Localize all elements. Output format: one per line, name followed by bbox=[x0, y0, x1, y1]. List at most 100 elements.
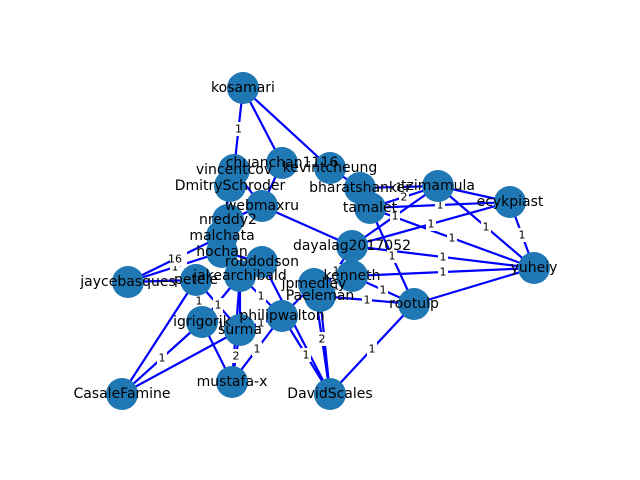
node-kevintcheung bbox=[314, 152, 346, 184]
edge-label-background bbox=[367, 342, 377, 356]
node-label-vincentcov: vincentcov bbox=[196, 162, 272, 178]
node-label-tamalet: tamalet bbox=[343, 200, 398, 216]
node-label-hochan: hochan bbox=[196, 244, 247, 260]
node-yuheiy bbox=[518, 252, 550, 284]
node-jaycebasques bbox=[112, 266, 144, 298]
node-label-philipwalton: philipwalton bbox=[239, 308, 324, 324]
edge-weight-label: 2 bbox=[233, 350, 240, 363]
edge-label-background bbox=[438, 250, 448, 264]
edge-label-background bbox=[170, 252, 187, 266]
node-philipwalton bbox=[266, 300, 298, 332]
edge-weight-label: 1 bbox=[437, 199, 444, 212]
edge-kosamari-kevintcheung bbox=[242, 87, 331, 169]
node-label-dayalag2017052: dayalag2017052 bbox=[293, 238, 411, 254]
node-DmitrySchroder bbox=[214, 170, 246, 202]
edge-weight-label: 2 bbox=[319, 333, 326, 346]
node-hochan bbox=[206, 236, 238, 268]
edge-weight-label: 1 bbox=[483, 221, 490, 234]
edge-label-background bbox=[394, 180, 404, 194]
node-tamalet bbox=[354, 192, 386, 224]
edge-weight-label: 1 bbox=[449, 232, 456, 245]
edge-weight-label: 1 bbox=[254, 343, 261, 356]
node-label-surma: surma bbox=[218, 322, 262, 338]
edge-label-background bbox=[256, 289, 266, 303]
node-label-mustafa-x: mustafa-x bbox=[197, 374, 268, 390]
edge-weight-label: 1 bbox=[303, 349, 310, 362]
node-label-webmaxru: webmaxru bbox=[225, 198, 299, 214]
node-label-DmitrySchroder: DmitrySchroder bbox=[175, 178, 286, 194]
edge-label-background bbox=[301, 348, 311, 362]
edge-weight-label: 1 bbox=[440, 251, 447, 264]
node-label-kosamari: kosamari bbox=[211, 80, 275, 96]
node-label-jaycebasques: jaycebasques bbox=[79, 274, 176, 290]
edge-CasaleFamine-surma bbox=[121, 329, 241, 395]
edge-label-background bbox=[435, 198, 445, 212]
edge-label-background bbox=[517, 228, 527, 242]
node-label-tzimamula: tzimamula bbox=[401, 178, 475, 194]
node-mustafa-x bbox=[216, 366, 248, 398]
edge-label-background bbox=[362, 293, 372, 307]
node-label-robdodson: robdodson bbox=[225, 254, 299, 270]
edge-label-background bbox=[170, 260, 180, 274]
edge-label-background bbox=[438, 265, 448, 279]
edge-weight-label: 1 bbox=[369, 343, 376, 356]
node-label-chuanchan1116: chuanchan1116 bbox=[226, 155, 339, 171]
edge-label-background bbox=[378, 283, 388, 297]
edge-weight-label: 1 bbox=[333, 265, 340, 278]
node-petele bbox=[180, 264, 212, 296]
edge-weight-label: 1 bbox=[364, 294, 371, 307]
edge-label-background bbox=[233, 122, 244, 136]
node-label-CasaleFamine: CasaleFamine bbox=[73, 386, 170, 402]
edge-weight-label: 1 bbox=[389, 250, 396, 263]
node-label-yuheiy: yuheiy bbox=[511, 260, 558, 276]
edge-weight-label: 1 bbox=[235, 123, 242, 136]
node-label-nreddy2: nreddy2 bbox=[199, 212, 257, 228]
edge-weight-label: 1 bbox=[159, 352, 166, 365]
node-jpmedley bbox=[298, 268, 330, 300]
edge-CasaleFamine-petele bbox=[121, 279, 197, 395]
edge-weight-label: 1 bbox=[380, 284, 387, 297]
edge-label-background bbox=[157, 351, 167, 365]
node-kenneth bbox=[336, 260, 368, 292]
node-dayalag2017052 bbox=[336, 230, 368, 262]
node-webmaxru bbox=[246, 190, 278, 222]
edge-weight-label: 1 bbox=[215, 299, 222, 312]
node-chuanchan1116 bbox=[266, 147, 298, 179]
edge-weight-label: 1 bbox=[440, 266, 447, 279]
node-kosamari bbox=[227, 72, 259, 104]
node-label-jakearchibald: jakearchibald bbox=[192, 268, 286, 284]
node-tzimamula bbox=[422, 170, 454, 202]
edge-weight-label: 1 bbox=[396, 181, 403, 194]
edge-weight-label: 16 bbox=[168, 253, 182, 266]
node-rootulp bbox=[398, 288, 430, 320]
edge-label-background bbox=[216, 319, 226, 333]
edge-label-background bbox=[447, 231, 457, 245]
node-label-bharatshanker: bharatshanker bbox=[309, 180, 411, 196]
node-label-kenneth: kenneth bbox=[324, 268, 381, 284]
node-ecykpiast bbox=[494, 186, 526, 218]
nodes-layer bbox=[106, 72, 550, 410]
node-DavidScales bbox=[314, 378, 346, 410]
edge-label-background bbox=[194, 294, 204, 308]
edge-weight-label: 1 bbox=[218, 320, 225, 333]
edge-label-background bbox=[252, 342, 262, 356]
edge-label-background bbox=[390, 209, 400, 223]
node-label-kevintcheung: kevintcheung bbox=[283, 160, 378, 176]
edge-label-background bbox=[426, 217, 436, 231]
edge-weight-label: 1 bbox=[172, 261, 179, 274]
node-igrigorik bbox=[186, 306, 218, 338]
edge-yuheiy-rootulp bbox=[413, 266, 535, 306]
edge-weight-label: 2 bbox=[401, 191, 408, 204]
edge-weight-label: 1 bbox=[519, 229, 526, 242]
edge-webmaxru-dayalag2017052 bbox=[261, 204, 353, 248]
node-label-petele: petele bbox=[174, 272, 218, 288]
node-label-igrigorik: igrigorik bbox=[173, 314, 232, 330]
edge-label-background bbox=[256, 316, 266, 330]
edge-weight-label: 1 bbox=[258, 290, 265, 303]
edge-label-background bbox=[387, 249, 397, 263]
node-CasaleFamine bbox=[106, 378, 138, 410]
edge-label-background bbox=[481, 220, 491, 234]
edge-weight-label: 1 bbox=[333, 280, 340, 293]
